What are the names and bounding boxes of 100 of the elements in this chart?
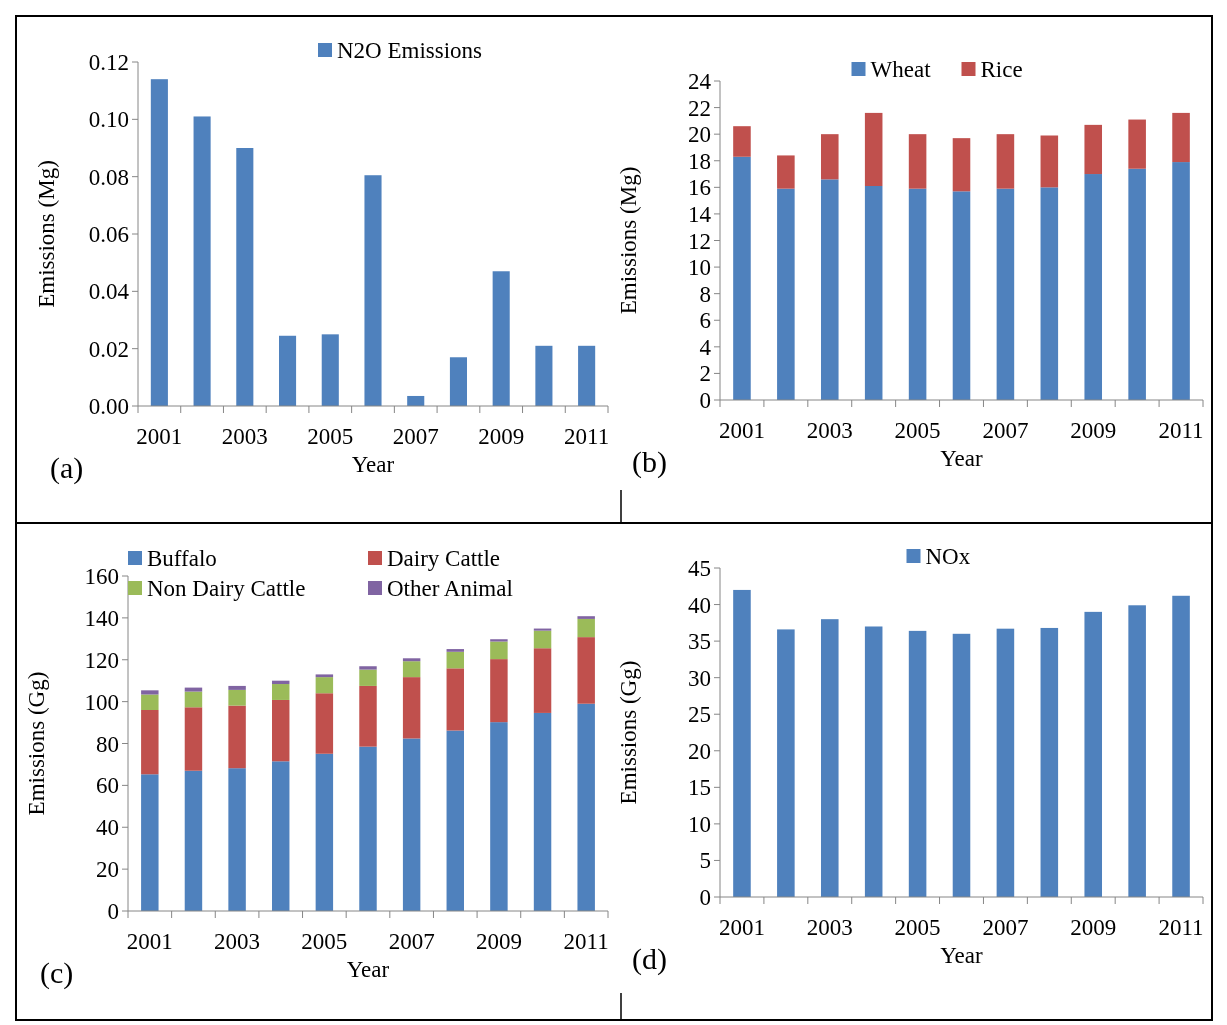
bar — [141, 774, 159, 911]
y-tick-label: 4 — [699, 334, 712, 360]
bar — [236, 148, 254, 406]
bar — [193, 116, 211, 406]
bar — [1172, 112, 1190, 163]
x-tick-label: 2007 — [388, 929, 435, 954]
bar — [864, 186, 883, 400]
legend-label: Wheat — [870, 57, 932, 83]
y-tick-label: 10 — [688, 255, 711, 281]
bar — [449, 357, 467, 406]
bar — [228, 705, 246, 769]
bar — [490, 659, 508, 723]
bar — [272, 699, 290, 762]
y-tick-label: 15 — [688, 775, 711, 801]
bar — [272, 684, 290, 700]
text: (d) — [632, 942, 667, 976]
bar — [315, 693, 334, 754]
y-tick-label: 0.00 — [88, 394, 129, 420]
bar — [535, 345, 553, 406]
bar — [820, 619, 839, 897]
bar — [490, 639, 508, 642]
bar — [733, 589, 751, 897]
bar — [359, 685, 377, 747]
y-axis-title: Emissions (Gg) — [616, 660, 641, 805]
bar — [492, 271, 510, 406]
y-tick-label: 5 — [699, 848, 711, 874]
y-tick-label: 160 — [84, 564, 119, 590]
bar — [864, 626, 883, 897]
bar — [184, 770, 203, 911]
y-axis-title: Emissions (Mg) — [616, 166, 641, 315]
bar — [228, 768, 246, 911]
y-tick-label: 22 — [688, 95, 711, 121]
bar — [364, 175, 382, 406]
y-tick-label: 24 — [688, 69, 712, 95]
x-tick-label: 2007 — [982, 915, 1029, 940]
bar — [490, 641, 508, 660]
bar — [315, 674, 334, 678]
y-tick-label: 0 — [107, 899, 119, 925]
y-axis-title: Emissions (Gg) — [24, 671, 49, 816]
bar — [1084, 611, 1103, 897]
bar — [402, 738, 421, 911]
bar — [1040, 187, 1059, 400]
x-tick-label: 2001 — [126, 929, 173, 954]
bar — [228, 689, 246, 706]
x-tick-label: 2011 — [563, 929, 609, 954]
bar — [533, 628, 552, 631]
bar — [150, 79, 168, 406]
y-tick-label: 100 — [84, 689, 119, 715]
x-tick-label: 2009 — [475, 929, 522, 954]
y-tick-label: 0.04 — [88, 279, 130, 305]
legend-label: Non Dairy Cattle — [147, 576, 306, 602]
bar — [533, 712, 552, 911]
y-tick-label: 25 — [688, 702, 711, 728]
y-tick-label: 35 — [688, 629, 711, 655]
x-axis-title: Year — [940, 943, 984, 968]
legend-label: Buffalo — [147, 546, 217, 572]
bar — [321, 334, 339, 406]
y-tick-label: 0.12 — [88, 50, 129, 76]
y-tick-label: 0.06 — [88, 222, 129, 248]
bar — [1128, 119, 1146, 169]
x-tick-label: 2001 — [136, 424, 183, 449]
bar — [1128, 605, 1146, 897]
bar — [533, 648, 552, 713]
legend-label: N2O Emissions — [337, 38, 483, 64]
bar — [359, 669, 377, 686]
bar — [1172, 595, 1190, 897]
x-tick-label: 2001 — [718, 915, 765, 940]
bar — [952, 633, 971, 897]
bar — [820, 134, 839, 180]
y-tick-label: 60 — [96, 773, 119, 799]
bar — [952, 191, 971, 400]
y-tick-label: 40 — [96, 815, 119, 841]
y-tick-label: 120 — [84, 647, 119, 673]
x-tick-label: 2005 — [301, 929, 348, 954]
x-tick-label: 2007 — [982, 418, 1029, 443]
bar — [533, 630, 552, 649]
bar — [1128, 168, 1146, 400]
x-tick-label: 2005 — [894, 418, 941, 443]
bar — [1084, 124, 1103, 175]
bar — [577, 618, 595, 638]
y-tick-label: 16 — [688, 175, 711, 201]
bar — [908, 630, 927, 897]
x-tick-label: 2009 — [1070, 418, 1117, 443]
y-tick-label: 20 — [688, 122, 711, 148]
y-tick-label: 40 — [688, 592, 711, 618]
bar — [577, 616, 595, 619]
bar — [577, 703, 595, 911]
bar — [996, 188, 1015, 400]
bar — [184, 707, 203, 771]
bar — [777, 155, 795, 189]
y-tick-label: 18 — [688, 148, 711, 174]
bar — [228, 685, 246, 690]
y-tick-label: 140 — [84, 605, 119, 631]
bar — [141, 694, 159, 710]
text: (a) — [50, 451, 84, 485]
y-tick-label: 80 — [96, 731, 119, 757]
x-tick-label: 2003 — [806, 418, 853, 443]
bar — [446, 730, 464, 911]
y-tick-label: 12 — [688, 228, 711, 254]
y-tick-label: 0.08 — [88, 164, 129, 190]
